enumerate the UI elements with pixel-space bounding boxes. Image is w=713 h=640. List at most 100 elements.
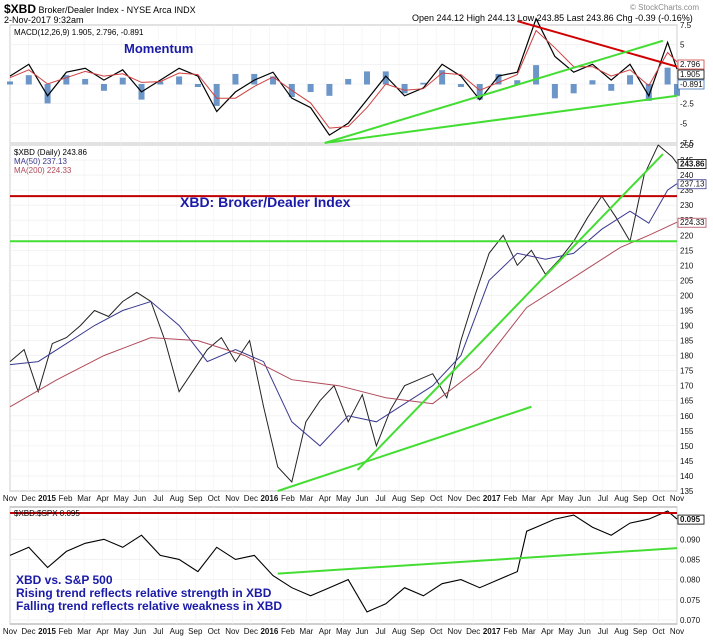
macd-histogram-bar	[589, 80, 596, 85]
price-legend-entry: MA(50) 237.13	[14, 157, 67, 166]
x-tick-label: 2015	[38, 494, 56, 503]
stockcharts-watermark: © StockCharts.com	[630, 3, 700, 12]
x-tick-label: Oct	[652, 627, 665, 636]
macd-histogram-bar	[7, 81, 13, 85]
y-tick-label: 160	[680, 412, 694, 421]
macd-histogram-bar	[457, 84, 464, 88]
macd-histogram-bar	[176, 76, 183, 85]
macd-histogram-bar	[533, 65, 540, 85]
price-last-value-box	[677, 179, 707, 190]
macd-histogram-bar	[401, 84, 408, 94]
x-tick-label: May	[114, 494, 129, 503]
y-tick-label: 135	[680, 487, 694, 496]
x-tick-label: Nov	[225, 627, 239, 636]
x-tick-label: 2016	[260, 494, 278, 503]
macd-histogram-bar	[157, 81, 164, 85]
x-tick-label: Feb	[503, 494, 517, 503]
macd-histogram-bar	[439, 70, 446, 85]
y-tick-label: 0.090	[680, 535, 701, 544]
y-tick-label: -7.5	[680, 139, 694, 148]
macd-histogram-bar	[420, 82, 427, 85]
y-tick-label: 210	[680, 261, 694, 270]
y-tick-label: 195	[680, 306, 694, 315]
x-tick-label: Feb	[59, 627, 73, 636]
x-tick-label: Aug	[170, 494, 184, 503]
price-last-value: 243.86	[680, 159, 705, 168]
macd-histogram-bar	[213, 84, 220, 106]
macd-histogram-bar	[608, 84, 615, 91]
x-tick-label: Apr	[96, 494, 109, 503]
y-tick-label: 150	[680, 442, 694, 451]
macd-last-value: 2.796	[680, 60, 701, 69]
y-tick-label: 0.070	[680, 616, 701, 625]
x-tick-label: Mar	[77, 627, 91, 636]
y-tick-label: 0.080	[680, 576, 701, 585]
trendline	[277, 547, 678, 575]
ratio-last-value-box	[677, 514, 705, 525]
y-tick-label: 190	[680, 322, 694, 331]
index-description: Broker/Dealer Index - NYSE Arca INDX	[38, 5, 196, 15]
x-tick-label: Feb	[281, 494, 295, 503]
x-tick-label: Jul	[375, 627, 385, 636]
y-tick-label: 250	[680, 141, 694, 150]
y-tick-label: 200	[680, 291, 694, 300]
x-tick-label: Apr	[319, 494, 332, 503]
y-tick-label: 185	[680, 337, 694, 346]
y-tick-label: 205	[680, 276, 694, 285]
x-tick-label: Nov	[3, 494, 17, 503]
x-tick-label: Jun	[578, 627, 591, 636]
price-last-value: 224.33	[680, 218, 705, 227]
macd-histogram-bar	[382, 71, 389, 85]
y-tick-label: 180	[680, 352, 694, 361]
price-panel: 135 140 145 150 155 160 165 170 175 180 185 190 195 2…	[9, 141, 707, 496]
x-tick-label: Aug	[170, 627, 184, 636]
x-tick-label: Feb	[503, 627, 517, 636]
x-tick-label: Dec	[466, 627, 480, 636]
macd-histogram-bar	[664, 67, 671, 85]
macd-histogram-bar	[627, 75, 634, 85]
macd-histogram-bar	[270, 76, 277, 85]
x-tick-label: Jul	[598, 494, 608, 503]
x-tick-label: Dec	[244, 627, 258, 636]
y-tick-label: 5	[680, 41, 685, 50]
x-tick-label: Oct	[208, 494, 221, 503]
y-tick-label: 220	[680, 231, 694, 240]
y-tick-label: 235	[680, 186, 694, 195]
macd-histogram-bar	[82, 78, 89, 85]
x-tick-label: Oct	[430, 627, 443, 636]
trendline	[517, 20, 678, 68]
x-tick-label: Oct	[652, 494, 665, 503]
chart-header: $XBD Broker/Dealer Index - NYSE Arca IND…	[4, 2, 196, 16]
x-tick-label: Sep	[188, 627, 203, 636]
macd-histogram-bar	[476, 84, 483, 100]
ohlc-readout: Open 244.12 High 244.13 Low 243.85 Last …	[412, 13, 693, 23]
x-tick-label: Oct	[208, 627, 221, 636]
macd-histogram-bar	[194, 84, 201, 88]
x-tick-label: Apr	[541, 494, 554, 503]
y-tick-label: 155	[680, 427, 694, 436]
x-tick-label: 2015	[38, 627, 56, 636]
x-tick-label: Jun	[578, 494, 591, 503]
x-tick-label: Sep	[410, 494, 425, 503]
x-tick-label: May	[558, 494, 573, 503]
x-tick-label: Dec	[466, 494, 480, 503]
macd-histogram-bar	[25, 75, 32, 85]
ratio-date-axis: Nov Dec 2015 Feb Mar Apr May Jun Jul Aug Sep Oct Nov…	[3, 627, 684, 636]
macd-histogram-bar	[119, 77, 126, 85]
macd-last-value-box	[677, 59, 705, 70]
macd-last-value: -0.891	[680, 80, 703, 89]
ma-50--line	[9, 183, 678, 447]
y-tick-label: 170	[680, 382, 694, 391]
x-tick-label: Nov	[3, 627, 17, 636]
ratio-panel: 0.070 0.075 0.080 0.085 0.090 0.095 $XBD:$SPX …	[9, 506, 705, 625]
macd-histogram-bar	[44, 84, 51, 104]
ratio-last-value: 0.095	[680, 515, 701, 524]
price-legend-entry: MA(200) 224.33	[14, 166, 72, 175]
x-tick-label: Mar	[77, 494, 91, 503]
x-tick-label: Feb	[281, 627, 295, 636]
-xbd-spx-line	[9, 510, 678, 613]
y-tick-label: 0.075	[680, 596, 701, 605]
price-date-axis: Nov Dec 2015 Feb Mar Apr May Jun Jul Aug Sep Oct Nov…	[3, 494, 684, 503]
x-tick-label: Aug	[392, 494, 406, 503]
macd-last-value-box	[677, 69, 705, 80]
